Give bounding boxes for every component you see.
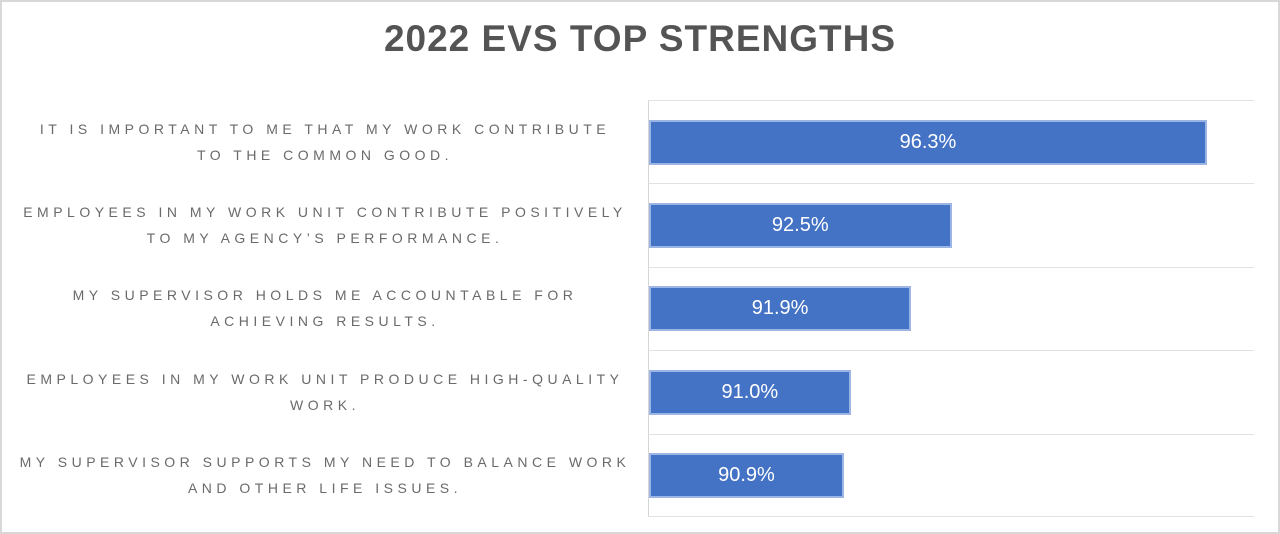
category-label-line: IT IS IMPORTANT TO ME THAT MY WORK CONTR… <box>39 120 611 137</box>
bar-data-label: 91.0% <box>721 380 779 403</box>
category-cell: IT IS IMPORTANT TO ME THAT MY WORK CONTR… <box>2 100 648 183</box>
right-margin <box>1254 100 1278 183</box>
category-label: MY SUPERVISOR SUPPORTS MY NEED TO BALANC… <box>2 449 648 501</box>
bar: 91.0% <box>649 369 851 415</box>
chart-row: IT IS IMPORTANT TO ME THAT MY WORK CONTR… <box>2 100 1278 184</box>
chart-row: MY SUPERVISOR SUPPORTS MY NEED TO BALANC… <box>2 433 1278 517</box>
plot-cell: 90.9% <box>648 433 1254 517</box>
chart-title: 2022 EVS TOP STRENGTHS <box>383 18 897 59</box>
chart-row: MY SUPERVISOR HOLDS ME ACCOUNTABLE FOR A… <box>2 266 1278 351</box>
plot-cell: 92.5% <box>648 183 1254 267</box>
right-margin <box>1254 434 1278 517</box>
category-label-line: WORK. <box>290 396 360 413</box>
bar: 91.9% <box>649 286 912 332</box>
plot-cell: 96.3% <box>648 100 1254 184</box>
right-margin <box>1254 350 1278 433</box>
chart-row: EMPLOYEES IN MY WORK UNIT CONTRIBUTE POS… <box>2 183 1278 267</box>
category-label: EMPLOYEES IN MY WORK UNIT PRODUCE HIGH-Q… <box>2 366 648 418</box>
category-label-line: MY SUPERVISOR HOLDS ME ACCOUNTABLE FOR <box>72 287 578 304</box>
bar-data-label: 92.5% <box>771 214 829 237</box>
category-label-line: AND OTHER LIFE ISSUES. <box>187 480 463 497</box>
category-cell: EMPLOYEES IN MY WORK UNIT PRODUCE HIGH-Q… <box>2 350 648 433</box>
category-label-line: ACHIEVING RESULTS. <box>210 313 440 330</box>
plot-grid: IT IS IMPORTANT TO ME THAT MY WORK CONTR… <box>2 100 1278 517</box>
right-margin <box>1254 267 1278 350</box>
category-label-line: EMPLOYEES IN MY WORK UNIT CONTRIBUTE POS… <box>23 204 627 221</box>
category-cell: EMPLOYEES IN MY WORK UNIT CONTRIBUTE POS… <box>2 183 648 266</box>
bar-data-label: 90.9% <box>718 463 775 486</box>
category-label-line: TO MY AGENCY’S PERFORMANCE. <box>146 230 504 247</box>
bar-data-label: 91.9% <box>751 297 809 320</box>
category-label: EMPLOYEES IN MY WORK UNIT CONTRIBUTE POS… <box>2 199 648 251</box>
right-margin <box>1254 183 1278 266</box>
chart-row: EMPLOYEES IN MY WORK UNIT PRODUCE HIGH-Q… <box>2 350 1278 434</box>
bar-data-label: 96.3% <box>899 130 957 153</box>
category-label: IT IS IMPORTANT TO ME THAT MY WORK CONTR… <box>2 116 648 168</box>
bar: 90.9% <box>649 452 844 498</box>
category-label-line: TO THE COMMON GOOD. <box>196 146 454 163</box>
plot-cell: 91.9% <box>648 266 1254 351</box>
category-label: MY SUPERVISOR HOLDS ME ACCOUNTABLE FOR A… <box>2 282 648 334</box>
plot-cell: 91.0% <box>648 350 1254 434</box>
bar: 92.5% <box>649 203 952 249</box>
category-cell: MY SUPERVISOR HOLDS ME ACCOUNTABLE FOR A… <box>2 267 648 350</box>
category-cell: MY SUPERVISOR SUPPORTS MY NEED TO BALANC… <box>2 434 648 517</box>
category-label-line: MY SUPERVISOR SUPPORTS MY NEED TO BALANC… <box>19 454 631 471</box>
category-label-line: EMPLOYEES IN MY WORK UNIT PRODUCE HIGH-Q… <box>26 370 624 387</box>
bar: 96.3% <box>649 119 1207 165</box>
